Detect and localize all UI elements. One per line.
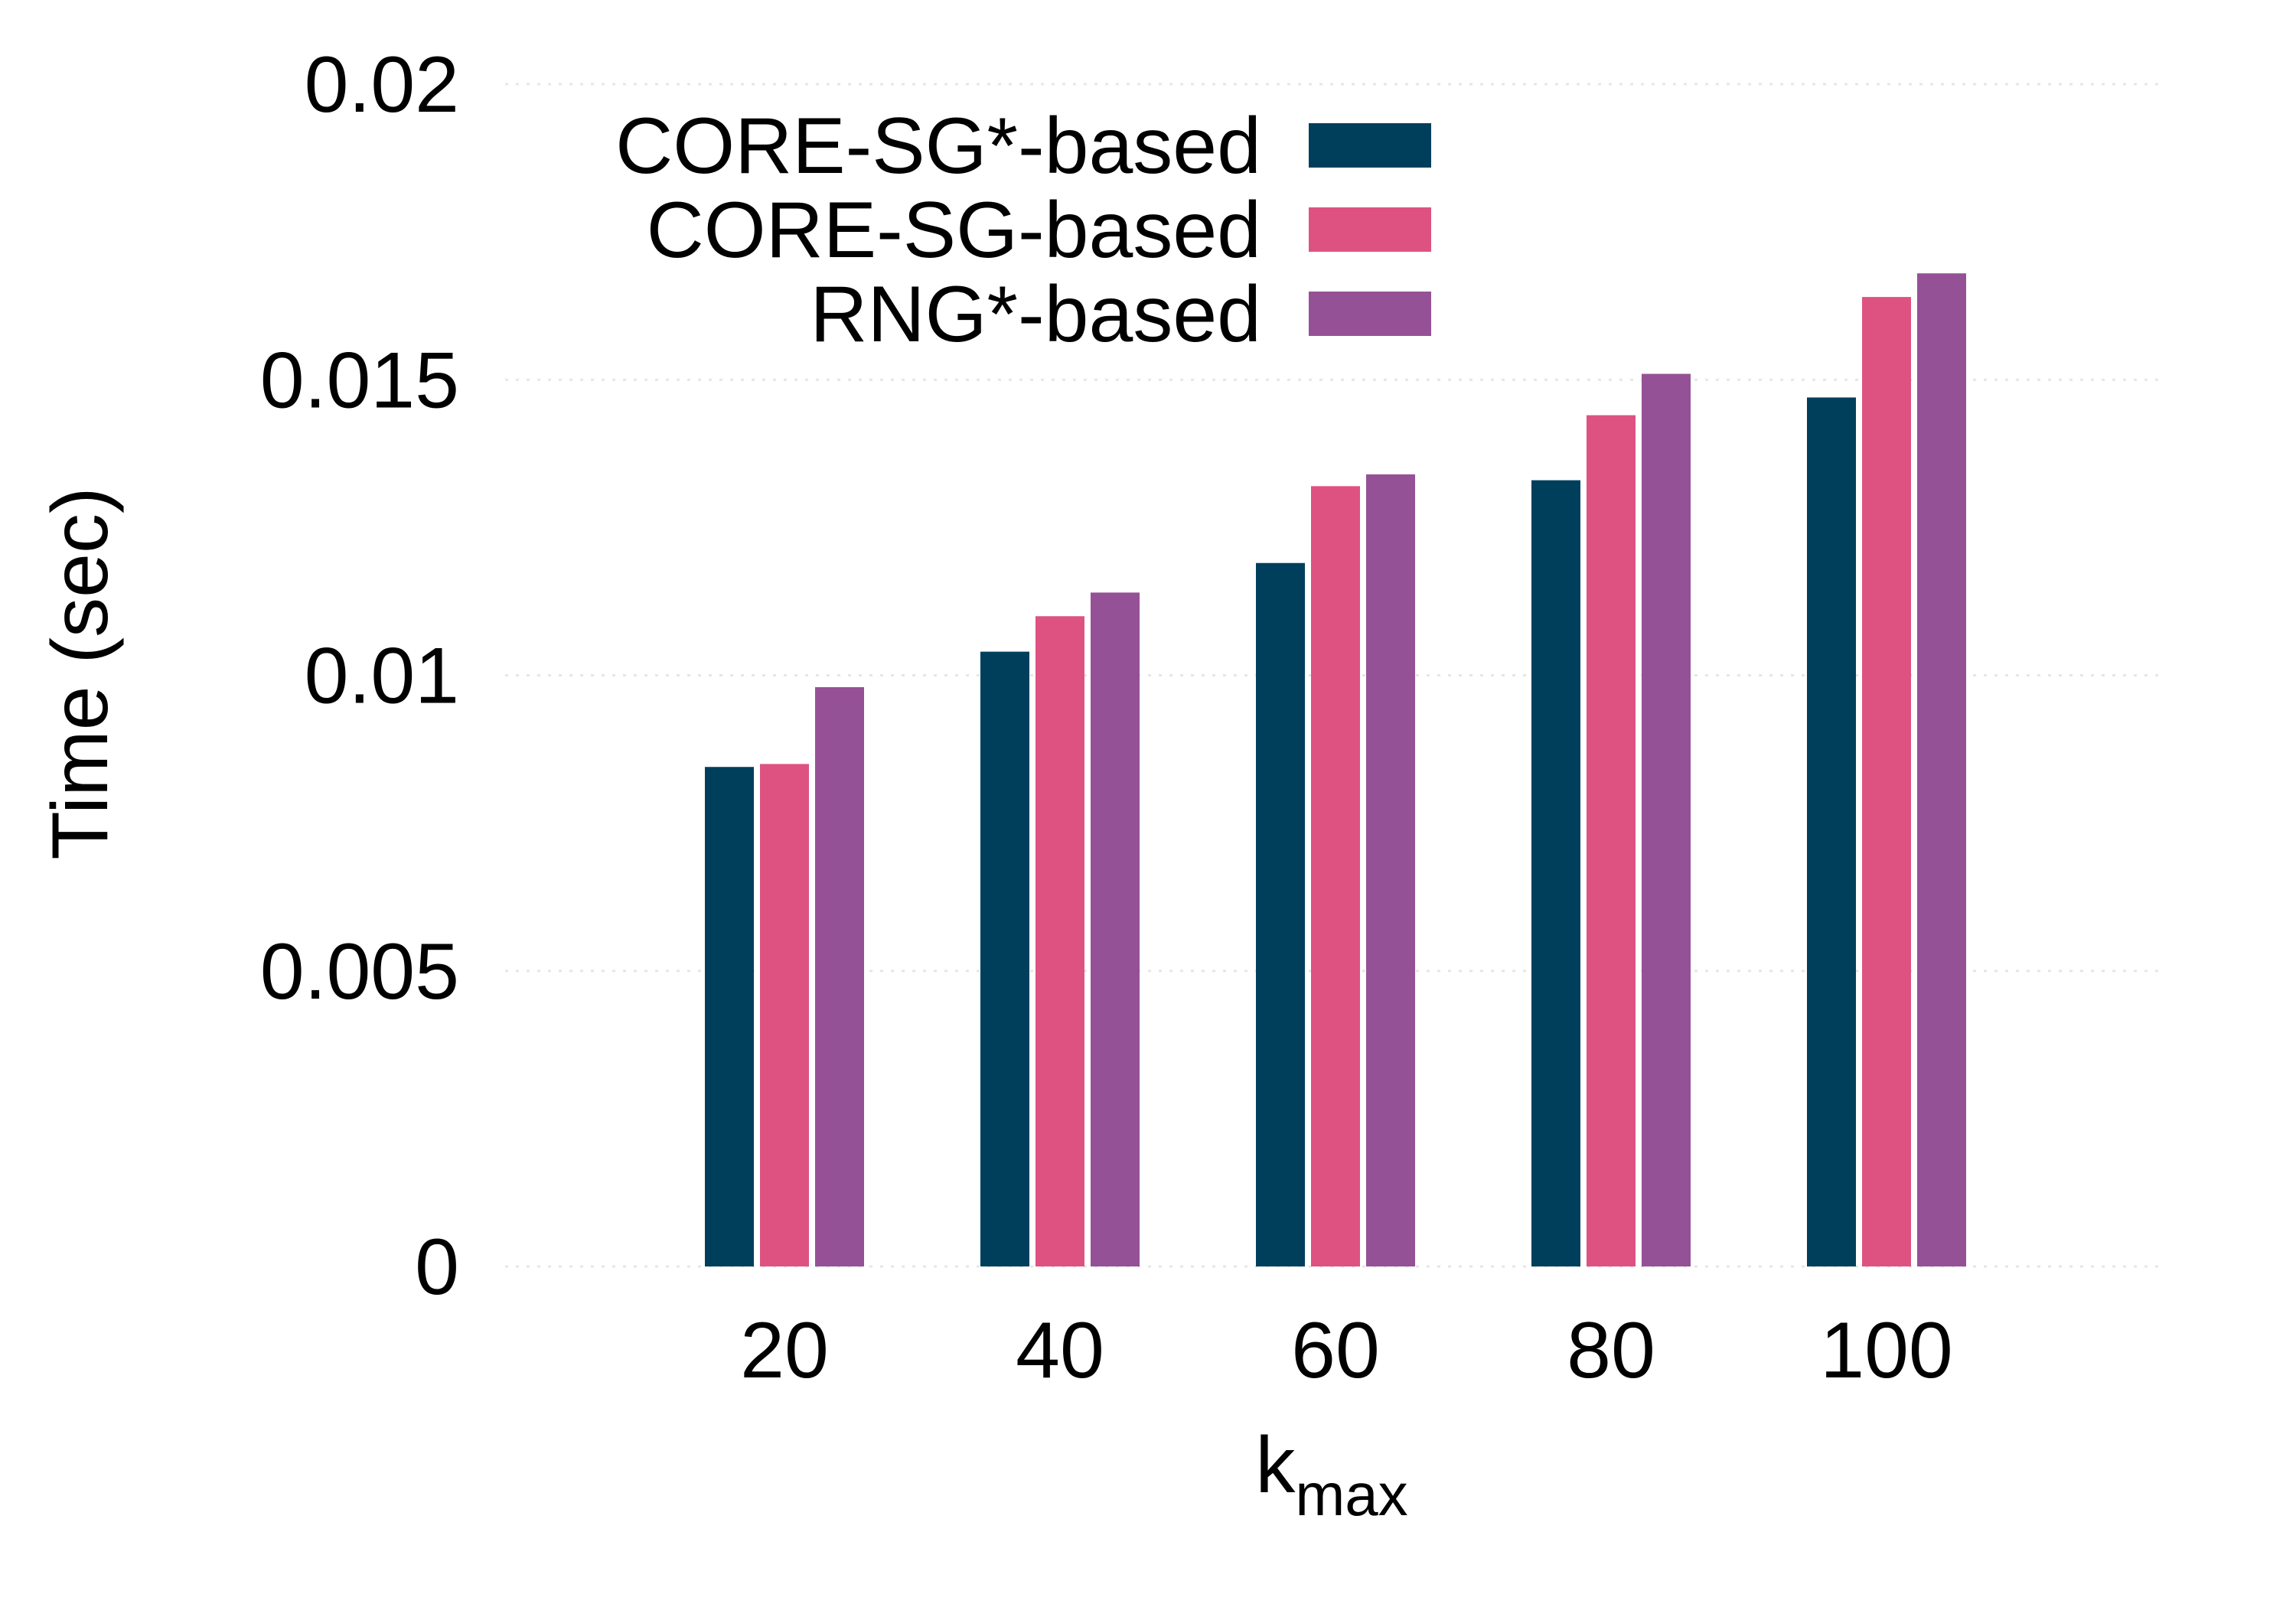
x-tick-label: 80: [1567, 1306, 1655, 1395]
y-axis-title: Time (sec): [36, 487, 125, 859]
x-axis-ticks: 20 40 60 80 100: [740, 1306, 1953, 1395]
legend-swatch: [1309, 292, 1431, 336]
bar-core-sg-based-60: [1311, 486, 1360, 1266]
legend-label: CORE-SG*-based: [615, 102, 1261, 191]
legend-label: CORE-SG-based: [647, 186, 1261, 275]
bar-core-sg-based-80: [1587, 415, 1636, 1266]
y-tick-label: 0.01: [305, 632, 459, 721]
bar-core-sg-based-20: [705, 767, 754, 1266]
y-tick-label: 0: [415, 1223, 459, 1312]
legend-swatch: [1309, 207, 1431, 252]
bar-core-sg-based-100: [1862, 297, 1911, 1267]
bar-rng-based-60: [1366, 474, 1415, 1266]
bars: [705, 273, 1966, 1267]
bar-core-sg-based-20: [760, 764, 809, 1266]
y-tick-label: 0.005: [260, 927, 459, 1016]
y-tick-label: 0.02: [305, 41, 459, 129]
x-axis-title-subscript: max: [1295, 1461, 1407, 1528]
x-axis-title-main: k: [1255, 1421, 1296, 1510]
bar-core-sg-based-100: [1807, 397, 1856, 1266]
x-tick-label: 40: [1016, 1306, 1104, 1395]
legend-label: RNG*-based: [810, 270, 1261, 359]
x-tick-label: 60: [1291, 1306, 1380, 1395]
bar-core-sg-based-40: [1035, 616, 1084, 1266]
y-axis-ticks: 0 0.005 0.01 0.015 0.02: [260, 41, 459, 1312]
bar-rng-based-40: [1091, 592, 1140, 1266]
bar-core-sg-based-60: [1256, 562, 1305, 1266]
y-tick-label: 0.015: [260, 336, 459, 425]
bar-rng-based-20: [815, 686, 864, 1266]
bar-core-sg-based-40: [980, 651, 1029, 1266]
x-tick-label: 100: [1820, 1306, 1953, 1395]
x-tick-label: 20: [740, 1306, 829, 1395]
bar-rng-based-100: [1917, 273, 1966, 1267]
bar-rng-based-80: [1642, 373, 1691, 1266]
legend-swatch: [1309, 123, 1431, 168]
x-axis-title: kmax: [1255, 1421, 1407, 1528]
bar-core-sg-based-80: [1531, 480, 1580, 1267]
